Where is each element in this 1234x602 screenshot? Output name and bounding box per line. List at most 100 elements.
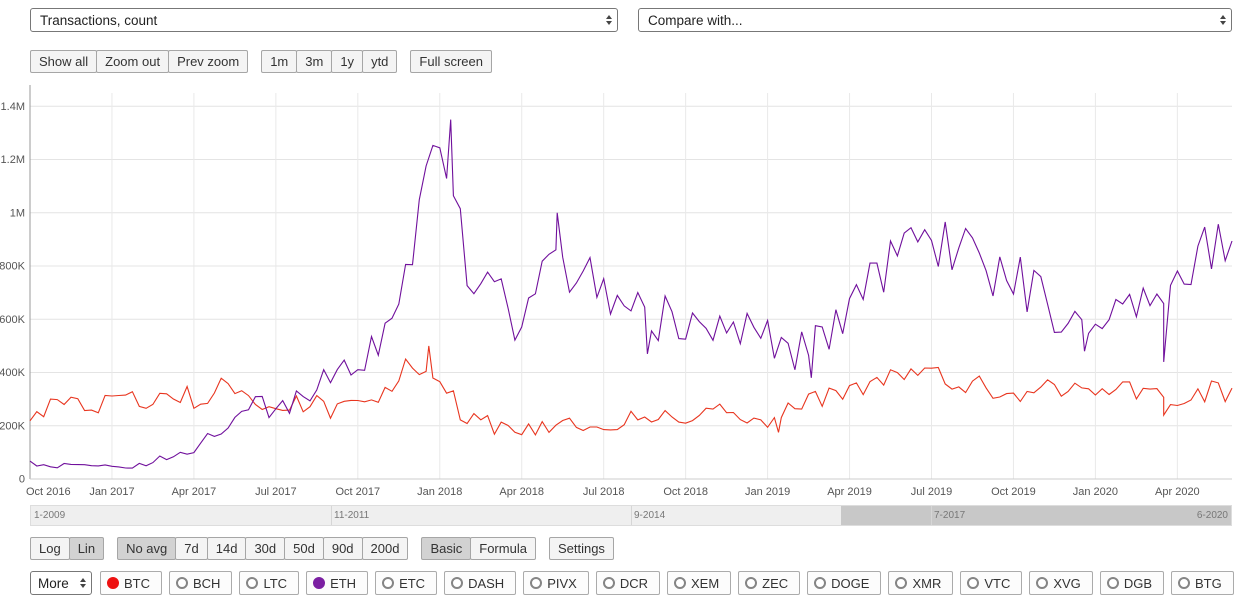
radio-unchecked-icon	[1177, 577, 1190, 589]
button-prev-zoom[interactable]: Prev zoom	[168, 50, 249, 73]
button-50d[interactable]: 50d	[284, 537, 324, 560]
coin-toggle-ltc[interactable]: LTC	[239, 571, 300, 595]
navigator-selected-range[interactable]	[841, 506, 1231, 525]
button-no-avg[interactable]: No avg	[117, 537, 177, 560]
coin-label: BTG	[1194, 575, 1222, 591]
x-axis-label: Jan 2017	[89, 486, 134, 498]
x-axis-label: Oct 2016	[26, 486, 71, 498]
coin-label: VTC	[984, 575, 1011, 591]
compare-select[interactable]: Compare with...	[638, 8, 1232, 32]
coin-toggle-etc[interactable]: ETC	[375, 571, 438, 595]
button-settings[interactable]: Settings	[548, 537, 614, 560]
navigator-date-label: 11-2011	[334, 510, 370, 521]
x-axis-label: Oct 2019	[991, 486, 1036, 498]
coin-toggle-btg[interactable]: BTG	[1170, 571, 1234, 595]
radio-unchecked-icon	[382, 577, 395, 589]
coin-toggle-dash[interactable]: DASH	[444, 571, 517, 595]
radio-unchecked-icon	[673, 577, 686, 589]
navigator-tick	[631, 506, 632, 525]
coin-label: BTC	[124, 575, 150, 591]
coin-toggle-dcr[interactable]: DCR	[595, 571, 660, 595]
coin-toggle-xem[interactable]: XEM	[666, 571, 732, 595]
button-30d[interactable]: 30d	[245, 537, 286, 560]
more-select[interactable]: More	[30, 571, 92, 595]
coin-toggle-vtc[interactable]: VTC	[960, 571, 1023, 595]
x-axis-label: Apr 2017	[172, 486, 217, 498]
range-button-group: 1m 3m 1y ytd	[261, 50, 398, 73]
radio-unchecked-icon	[967, 577, 980, 589]
button-200d[interactable]: 200d	[361, 537, 409, 560]
button-basic[interactable]: Basic	[421, 537, 472, 560]
coin-label: PIVX	[547, 575, 577, 591]
coin-label: XVG	[1053, 575, 1081, 591]
button-90d[interactable]: 90d	[322, 537, 363, 560]
header-selects: Transactions, count Compare with...	[0, 8, 1234, 32]
coin-label: BCH	[193, 575, 221, 591]
series-line-eth	[29, 119, 1233, 469]
metric-select-value: Transactions, count	[40, 12, 158, 28]
coin-toggle-eth[interactable]: ETH	[306, 571, 369, 595]
x-axis-label: Jan 2018	[417, 486, 462, 498]
metric-select[interactable]: Transactions, count	[30, 8, 618, 32]
select-arrows-icon	[80, 578, 86, 588]
coin-toggle-btc[interactable]: BTC	[100, 571, 162, 595]
y-axis-label: 1.4M	[1, 101, 25, 113]
button-lin[interactable]: Lin	[68, 537, 105, 560]
radio-unchecked-icon	[1106, 577, 1119, 589]
display-toolbar: Log Lin No avg 7d 14d 30d 50d 90d 200d Basic For…	[0, 537, 1234, 560]
x-axis-label: Oct 2017	[335, 486, 380, 498]
radio-unchecked-icon	[895, 577, 908, 589]
coin-label: ETH	[330, 575, 357, 591]
coin-toggle-xvg[interactable]: XVG	[1029, 571, 1093, 595]
coin-label: DOGE	[831, 575, 870, 591]
coin-label: LTC	[263, 575, 288, 591]
x-axis-label: Jul 2019	[911, 486, 953, 498]
navigator-tick	[931, 506, 932, 525]
button-formula[interactable]: Formula	[470, 537, 536, 560]
x-axis-label: Apr 2018	[499, 486, 544, 498]
coin-label: ETC	[399, 575, 426, 591]
y-axis-label: 1.2M	[1, 154, 25, 166]
navigator-date-label: 6-2020	[1196, 510, 1228, 521]
coin-toggle-doge[interactable]: DOGE	[807, 571, 882, 595]
average-button-group: No avg 7d 14d 30d 50d 90d 200d	[117, 537, 409, 560]
button-1y[interactable]: 1y	[331, 50, 364, 73]
radio-unchecked-icon	[451, 577, 464, 589]
compare-select-value: Compare with...	[648, 12, 743, 28]
transactions-chart[interactable]: 0 200K 400K 600K 800K 1M 1.2M 1.4M Oct 2016 Jan 2…	[0, 75, 1234, 503]
coin-toggle-dgb[interactable]: DGB	[1099, 571, 1164, 595]
button-14d[interactable]: 14d	[206, 537, 247, 560]
y-axis-label: 600K	[0, 314, 26, 326]
coin-toggle-bch[interactable]: BCH	[169, 571, 233, 595]
y-axis-label: 800K	[0, 261, 26, 273]
coin-label: DCR	[619, 575, 648, 591]
coin-label: DGB	[1123, 575, 1152, 591]
select-arrows-icon	[1220, 15, 1226, 25]
button-3m[interactable]: 3m	[296, 50, 333, 73]
button-log[interactable]: Log	[30, 537, 70, 560]
history-navigator[interactable]: 1-2009 11-2011 9-2014 7-2017 6-2020	[30, 505, 1232, 526]
button-show-all[interactable]: Show all	[30, 50, 98, 73]
coin-label: ZEC	[762, 575, 789, 591]
x-axis-label: Jan 2019	[745, 486, 790, 498]
button-7d[interactable]: 7d	[175, 537, 208, 560]
coin-toggle-xmr[interactable]: XMR	[888, 571, 954, 595]
coin-selector-row: More BTC BCH LTC ETH ETC DASH PIVX DCR XEM ZEC DOG…	[0, 571, 1234, 595]
coin-label: XEM	[690, 575, 720, 591]
button-zoom-out[interactable]: Zoom out	[96, 50, 170, 73]
radio-unchecked-icon	[745, 577, 758, 589]
coin-label: DASH	[468, 575, 505, 591]
x-axis-label: Oct 2018	[663, 486, 708, 498]
coin-toggle-pivx[interactable]: PIVX	[523, 571, 589, 595]
coin-toggle-zec[interactable]: ZEC	[738, 571, 801, 595]
coin-label: XMR	[912, 575, 942, 591]
select-arrows-icon	[606, 15, 612, 25]
x-axis-label: Apr 2019	[827, 486, 872, 498]
button-1m[interactable]: 1m	[261, 50, 298, 73]
radio-unchecked-icon	[602, 577, 615, 589]
radio-unchecked-icon	[176, 577, 188, 589]
navigator-date-label: 9-2014	[634, 510, 666, 521]
settings-button-group: Settings	[548, 537, 614, 560]
button-full-screen[interactable]: Full screen	[410, 50, 492, 73]
button-ytd[interactable]: ytd	[362, 50, 398, 73]
